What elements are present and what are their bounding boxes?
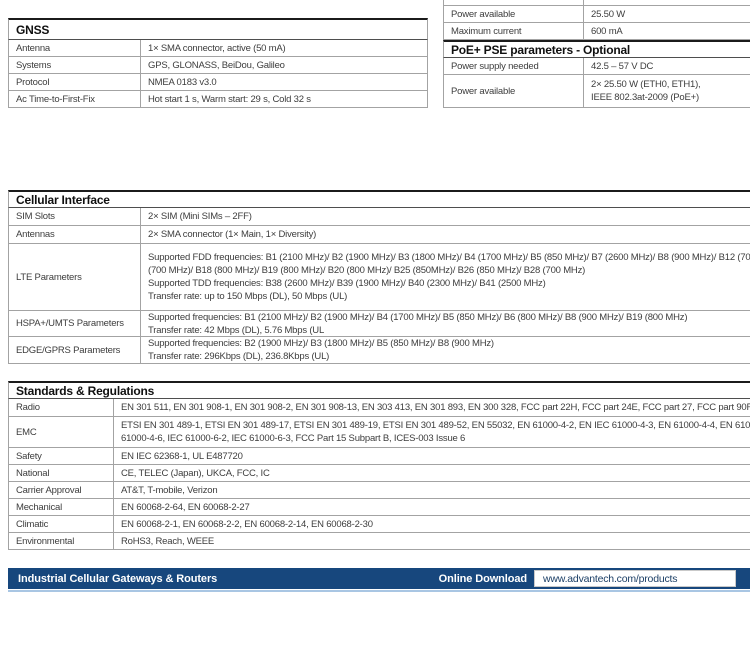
table-row: Antennas 2× SMA connector (1× Main, 1× D…	[8, 226, 750, 244]
row-value-line: Supported frequencies: B2 (1900 MHz)/ B3…	[148, 338, 494, 349]
row-value: 2× SMA connector (1× Main, 1× Diversity)	[148, 229, 317, 240]
row-label: Safety	[16, 450, 42, 462]
table-row: Power supply needed 42.5 – 57 V DC	[443, 58, 750, 75]
download-url-link[interactable]: www.advantech.com/products	[534, 570, 736, 587]
row-value: GPS, GLONASS, BeiDou, Galileo	[148, 59, 285, 71]
row-value: EN 60068-2-64, EN 60068-2-27	[121, 501, 250, 513]
table-row: Protocol NMEA 0183 v3.0	[8, 74, 428, 91]
row-value-line: Transfer rate: 296Kbps (DL), 236.8Kbps (…	[148, 351, 330, 362]
row-value-line: 2× 25.50 W (ETH0, ETH1),	[591, 79, 701, 90]
row-value: 25.50 W	[591, 8, 625, 20]
table-row: National CE, TELEC (Japan), UKCA, FCC, I…	[8, 465, 750, 482]
row-label: Antenna	[16, 42, 50, 54]
table-row: EDGE/GPRS Parameters Supported frequenci…	[8, 337, 750, 364]
row-label: Antennas	[16, 229, 55, 240]
banner-title: Industrial Cellular Gateways & Routers	[18, 572, 218, 585]
table-row: Climatic EN 60068-2-1, EN 60068-2-2, EN …	[8, 516, 750, 533]
table-row: Ac Time-to-First-Fix Hot start 1 s, Warm…	[8, 91, 428, 108]
row-label: Power available	[451, 8, 516, 20]
row-label: Protocol	[16, 76, 50, 88]
row-value: EN IEC 62368-1, UL E487720	[121, 450, 243, 462]
row-label: Radio	[16, 402, 40, 413]
power-poe-table: Power available 25.50 W Maximum current …	[443, 0, 750, 108]
standards-regulations-table: Standards & Regulations Radio EN 301 511…	[8, 381, 750, 550]
table-row: SIM Slots 2× SIM (Mini SIMs – 2FF)	[8, 208, 750, 226]
table-row: Radio EN 301 511, EN 301 908-1, EN 301 9…	[8, 399, 750, 417]
table-row: Mechanical EN 60068-2-64, EN 60068-2-27	[8, 499, 750, 516]
table-row: Safety EN IEC 62368-1, UL E487720	[8, 448, 750, 465]
row-label: Power available	[451, 85, 516, 97]
row-value: EN 301 511, EN 301 908-1, EN 301 908-2, …	[121, 402, 750, 413]
row-label: Systems	[16, 59, 52, 71]
table-row: LTE Parameters Supported FDD frequencies…	[8, 244, 750, 311]
section-header: GNSS	[8, 18, 428, 40]
row-label: Power supply needed	[451, 60, 539, 72]
row-label: Environmental	[16, 535, 75, 547]
table-row-clipped	[443, 0, 750, 6]
row-value-line: ETSI EN 301 489-1, ETSI EN 301 489-17, E…	[121, 420, 750, 431]
row-value: RoHS3, Reach, WEEE	[121, 535, 215, 547]
row-value: 42.5 – 57 V DC	[591, 60, 654, 72]
row-label: HSPA+/UMTS Parameters	[16, 318, 124, 329]
row-value-line: Supported FDD frequencies: B1 (2100 MHz)…	[148, 252, 750, 263]
section-header: PoE+ PSE parameters - Optional	[443, 40, 750, 58]
table-row: Power available 25.50 W	[443, 6, 750, 23]
row-value: AT&T, T-mobile, Verizon	[121, 484, 218, 496]
row-value: 600 mA	[591, 25, 623, 37]
row-label: National	[16, 467, 50, 479]
row-value-line: (700 MHz)/ B18 (800 MHz)/ B19 (800 MHz)/…	[148, 265, 586, 276]
row-label: Ac Time-to-First-Fix	[16, 93, 95, 105]
row-value-line: IEEE 802.3at-2009 (PoE+)	[591, 92, 699, 103]
table-row: EMC ETSI EN 301 489-1, ETSI EN 301 489-1…	[8, 417, 750, 448]
row-value: CE, TELEC (Japan), UKCA, FCC, IC	[121, 467, 270, 479]
row-value-line: 61000-4-6, IEC 61000-6-2, IEC 61000-6-3,…	[121, 433, 466, 444]
gnss-table: GNSS Antenna 1× SMA connector, active (5…	[8, 18, 428, 108]
row-value-line: Transfer rate: 42 Mbps (DL), 5.76 Mbps (…	[148, 324, 325, 336]
section-header: Cellular Interface	[8, 190, 750, 208]
table-row: HSPA+/UMTS Parameters Supported frequenc…	[8, 311, 750, 337]
table-row: Environmental RoHS3, Reach, WEEE	[8, 533, 750, 550]
row-value-line: Transfer rate: up to 150 Mbps (DL), 50 M…	[148, 291, 348, 302]
row-label: LTE Parameters	[16, 271, 82, 283]
table-row: Antenna 1× SMA connector, active (50 mA)	[8, 40, 428, 57]
online-download-label: Online Download	[438, 572, 527, 585]
section-header: Standards & Regulations	[8, 381, 750, 399]
row-value: 1× SMA connector, active (50 mA)	[148, 42, 286, 54]
row-value: NMEA 0183 v3.0	[148, 76, 217, 88]
banner-accent-line	[8, 590, 750, 592]
row-label: Maximum current	[451, 25, 522, 37]
cellular-interface-table: Cellular Interface SIM Slots 2× SIM (Min…	[8, 190, 750, 364]
row-label: Carrier Approval	[16, 484, 82, 496]
table-row: Carrier Approval AT&T, T-mobile, Verizon	[8, 482, 750, 499]
row-value: Hot start 1 s, Warm start: 29 s, Cold 32…	[148, 93, 311, 105]
footer-banner: Industrial Cellular Gateways & Routers O…	[8, 568, 750, 589]
row-label: EDGE/GPRS Parameters	[16, 344, 121, 356]
row-value: 2× SIM (Mini SIMs – 2FF)	[148, 211, 252, 222]
banner-right-group: Online Download www.advantech.com/produc…	[439, 568, 750, 589]
table-row: Systems GPS, GLONASS, BeiDou, Galileo	[8, 57, 428, 74]
row-label: SIM Slots	[16, 211, 55, 222]
row-value-line: Supported frequencies: B1 (2100 MHz)/ B2…	[148, 311, 688, 323]
row-value: EN 60068-2-1, EN 60068-2-2, EN 60068-2-1…	[121, 518, 373, 530]
row-label: Mechanical	[16, 501, 63, 513]
row-value-line: Supported TDD frequencies: B38 (2600 MHz…	[148, 278, 546, 289]
row-label: EMC	[16, 426, 37, 438]
table-row: Maximum current 600 mA	[443, 23, 750, 40]
table-row: Power available 2× 25.50 W (ETH0, ETH1),…	[443, 75, 750, 108]
row-label: Climatic	[16, 518, 49, 530]
